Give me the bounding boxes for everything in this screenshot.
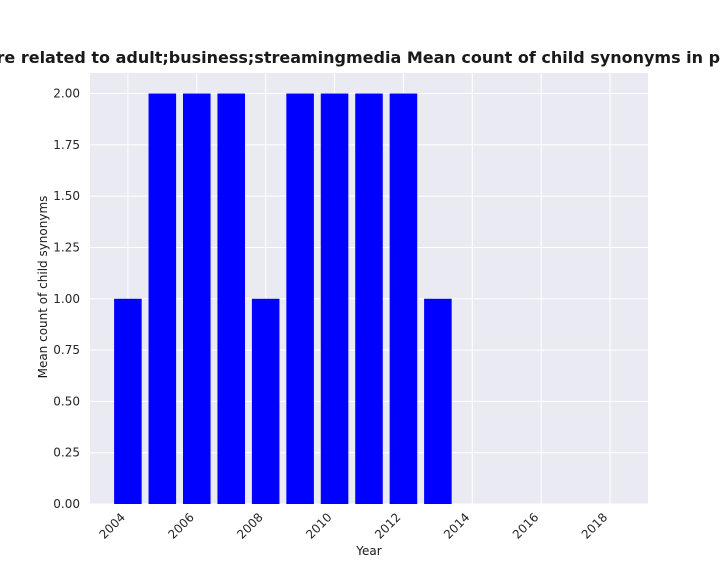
bar <box>217 93 245 505</box>
bar <box>320 93 349 505</box>
bar <box>114 298 142 504</box>
x-tick-label: 2012 <box>372 510 403 541</box>
y-axis-ticks: 0.00 0.25 0.50 0.75 1.00 1.25 1.50 1.75 2.00 <box>53 87 80 511</box>
y-tick-label: 0.50 <box>53 394 80 408</box>
y-tick-label: 1.75 <box>53 138 80 152</box>
y-axis-label: Mean count of child synonyms <box>36 196 50 379</box>
bar <box>424 298 452 504</box>
bar <box>251 298 280 504</box>
bar <box>389 93 418 505</box>
y-tick-label: 0.00 <box>53 497 80 511</box>
x-tick-label: 2010 <box>303 510 334 541</box>
bar <box>286 93 314 505</box>
bars <box>114 93 452 505</box>
bar <box>355 93 383 505</box>
bar <box>148 93 177 505</box>
y-tick-label: 0.75 <box>53 343 80 357</box>
x-tick-label: 2018 <box>579 510 610 541</box>
x-tick-label: 2006 <box>165 510 196 541</box>
x-tick-label: 2004 <box>97 510 128 541</box>
y-tick-label: 1.25 <box>53 240 80 254</box>
x-tick-label: 2016 <box>510 510 541 541</box>
x-axis-ticks: 2004 2006 2008 2010 2012 2014 2016 2018 <box>97 510 611 541</box>
y-tick-label: 1.50 <box>53 189 80 203</box>
bar <box>183 93 211 505</box>
x-tick-label: 2008 <box>234 510 265 541</box>
y-tick-label: 2.00 <box>53 87 80 101</box>
chart-title: ories are related to adult;business;stre… <box>0 48 720 67</box>
y-tick-label: 1.00 <box>53 292 80 306</box>
x-axis-label: Year <box>355 544 381 558</box>
y-tick-label: 0.25 <box>53 446 80 460</box>
x-tick-label: 2014 <box>441 510 472 541</box>
